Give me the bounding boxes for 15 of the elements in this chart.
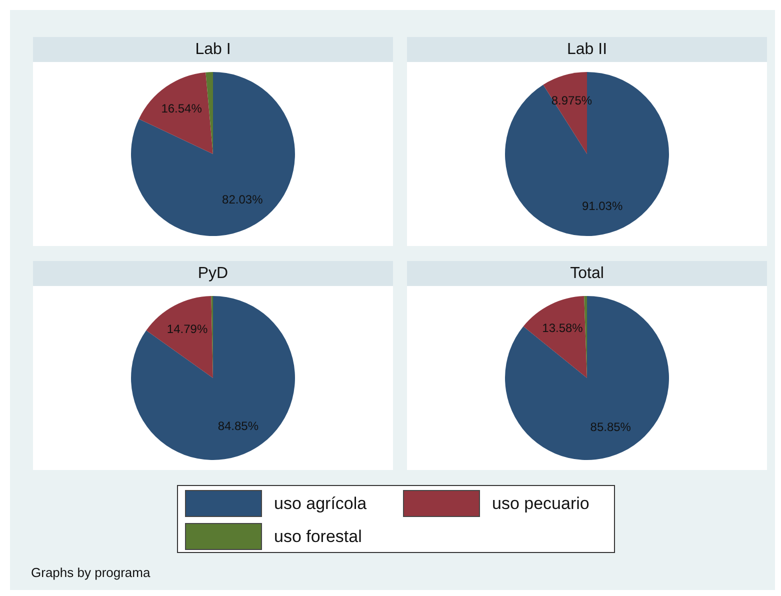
data-label: 84.85% xyxy=(218,419,259,434)
chart-title: PyD xyxy=(33,261,393,286)
legend-label: uso pecuario xyxy=(492,494,590,514)
chart-title: Lab II xyxy=(407,37,767,62)
data-label: 14.79% xyxy=(166,322,208,336)
data-label: 91.03% xyxy=(582,199,623,214)
data-label: 16.54% xyxy=(161,101,202,116)
chart-title: Total xyxy=(407,261,767,286)
data-label: 82.03% xyxy=(222,192,264,207)
data-label: 13.58% xyxy=(542,321,584,336)
chart-title: Lab I xyxy=(33,37,393,62)
text: Graphs by programa xyxy=(31,565,150,580)
data-label: 85.85% xyxy=(590,420,632,434)
legend-label: uso agrícola xyxy=(274,494,367,514)
legend-label: uso forestal xyxy=(274,526,362,546)
